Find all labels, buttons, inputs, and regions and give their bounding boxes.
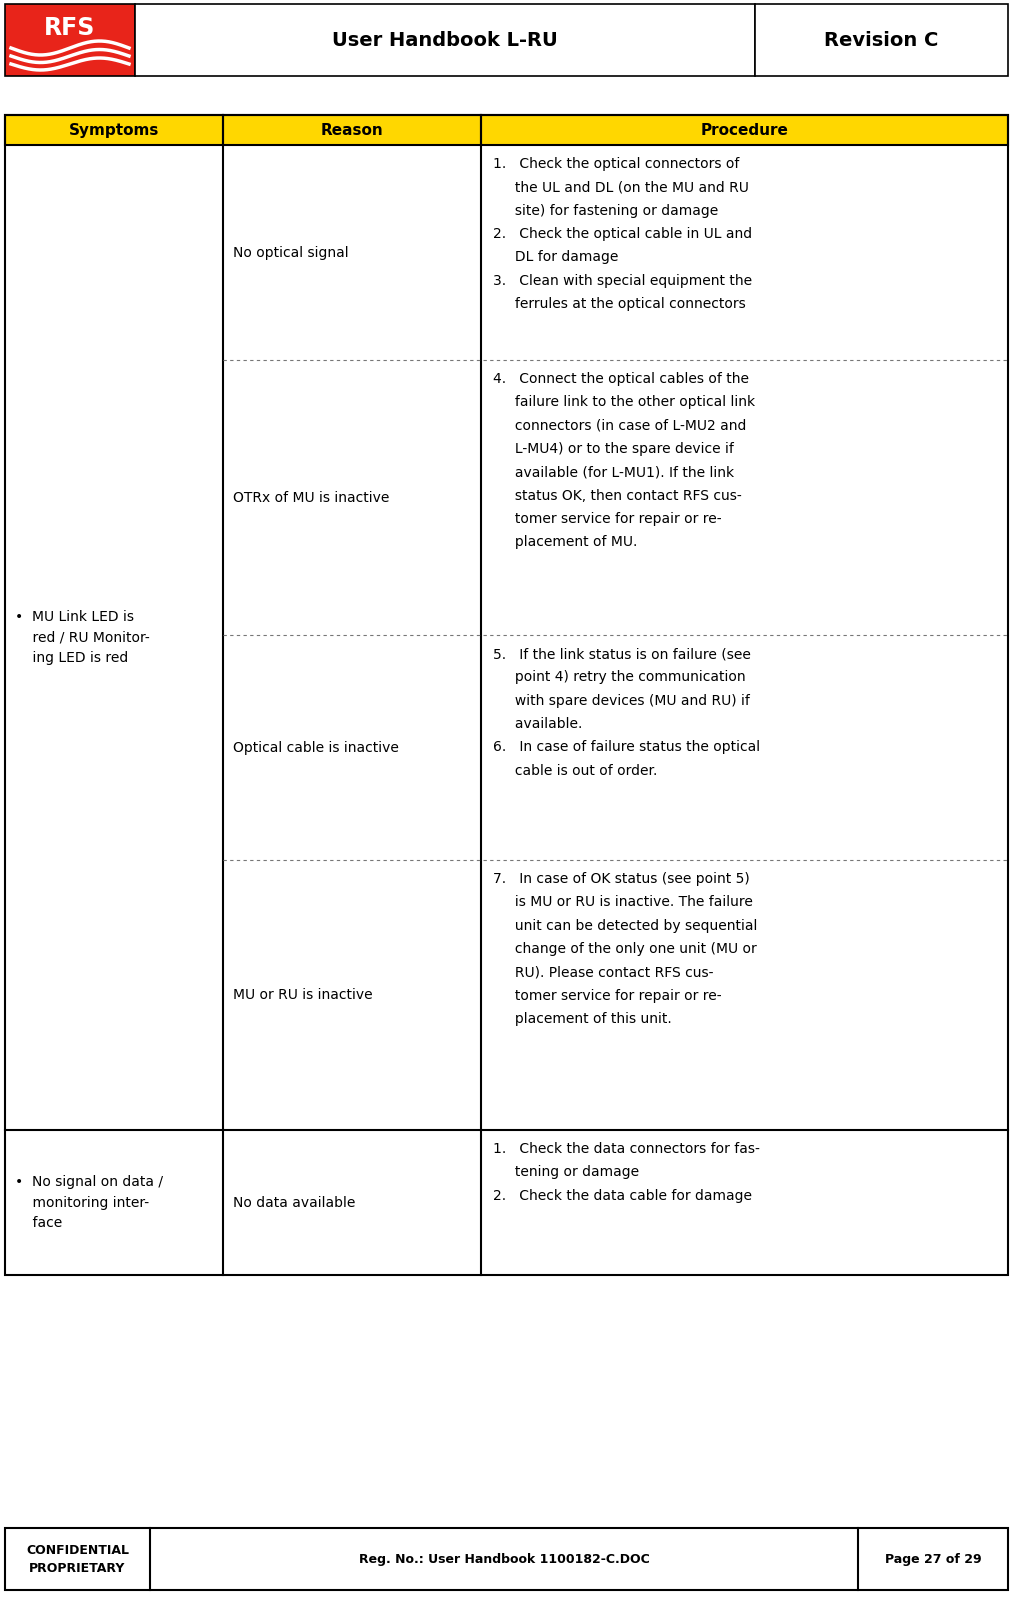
Text: •  No signal on data /
    monitoring inter-
    face: • No signal on data / monitoring inter- … — [15, 1175, 163, 1230]
Text: RFS: RFS — [45, 16, 95, 40]
Bar — [5, 115, 1008, 146]
Text: Revision C: Revision C — [825, 30, 939, 50]
Text: Procedure: Procedure — [701, 123, 788, 138]
Text: MU or RU is inactive: MU or RU is inactive — [233, 988, 373, 1002]
Text: OTRx of MU is inactive: OTRx of MU is inactive — [233, 490, 389, 504]
Text: 4.   Connect the optical cables of the
     failure link to the other optical li: 4. Connect the optical cables of the fai… — [493, 371, 755, 549]
Text: Reason: Reason — [321, 123, 383, 138]
Bar — [5, 3, 135, 75]
Text: Reg. No.: User Handbook 1100182-C.DOC: Reg. No.: User Handbook 1100182-C.DOC — [359, 1553, 649, 1566]
Text: 1.   Check the data connectors for fas-
     tening or damage
2.   Check the dat: 1. Check the data connectors for fas- te… — [493, 1142, 760, 1202]
Text: Page 27 of 29: Page 27 of 29 — [884, 1553, 982, 1566]
Text: Optical cable is inactive: Optical cable is inactive — [233, 741, 399, 754]
Bar — [135, 3, 755, 75]
Text: CONFIDENTIAL
PROPRIETARY: CONFIDENTIAL PROPRIETARY — [26, 1543, 129, 1574]
Text: No optical signal: No optical signal — [233, 245, 348, 259]
Bar — [755, 3, 1008, 75]
Bar — [5, 115, 1008, 1274]
Text: Symptoms: Symptoms — [69, 123, 159, 138]
Bar — [5, 1527, 1008, 1590]
Text: 7.   In case of OK status (see point 5)
     is MU or RU is inactive. The failur: 7. In case of OK status (see point 5) is… — [493, 873, 758, 1026]
Text: 5.   If the link status is on failure (see
     point 4) retry the communication: 5. If the link status is on failure (see… — [493, 647, 760, 778]
Text: •  MU Link LED is
    red / RU Monitor-
    ing LED is red: • MU Link LED is red / RU Monitor- ing L… — [15, 610, 150, 664]
Text: User Handbook L-RU: User Handbook L-RU — [332, 30, 558, 50]
Text: No data available: No data available — [233, 1196, 356, 1209]
Text: 1.   Check the optical connectors of
     the UL and DL (on the MU and RU
     s: 1. Check the optical connectors of the U… — [493, 157, 752, 311]
